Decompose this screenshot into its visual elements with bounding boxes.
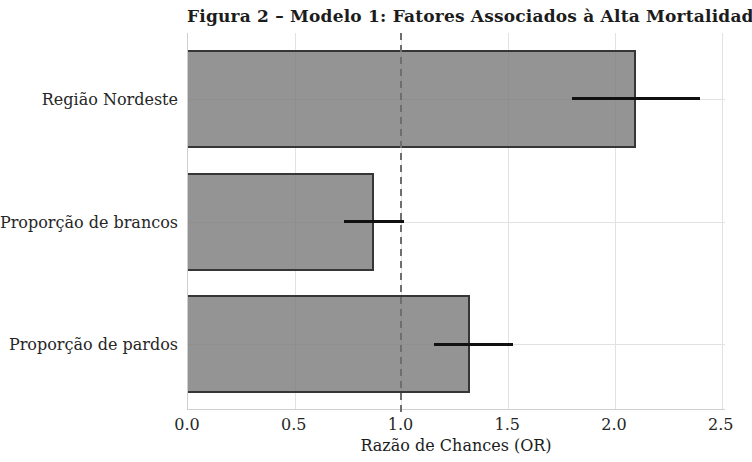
- x-axis-label: Razão de Chances (OR): [187, 436, 725, 455]
- y-tick-label: Proporção de pardos: [9, 335, 178, 354]
- figure-container: Figura 2 – Modelo 1: Fatores Associados …: [0, 0, 752, 462]
- x-tick-label: 2.5: [708, 415, 733, 434]
- bar-1: [188, 50, 636, 148]
- error-bar-2: [344, 220, 404, 223]
- error-bar-1: [572, 97, 700, 100]
- x-tick-label: 0.0: [174, 415, 199, 434]
- chart-title: Figura 2 – Modelo 1: Fatores Associados …: [187, 6, 725, 26]
- bar-3: [188, 295, 470, 393]
- plot-area: [187, 33, 725, 410]
- x-tick-label: 0.5: [281, 415, 306, 434]
- y-tick-label: Proporção de brancos: [0, 212, 178, 231]
- gridline-vertical: [722, 33, 723, 409]
- error-bar-3: [434, 343, 513, 346]
- x-tick-label: 1.0: [388, 415, 413, 434]
- x-tick-label: 2.0: [601, 415, 626, 434]
- y-tick-label: Região Nordeste: [42, 89, 178, 108]
- x-tick-label: 1.5: [495, 415, 520, 434]
